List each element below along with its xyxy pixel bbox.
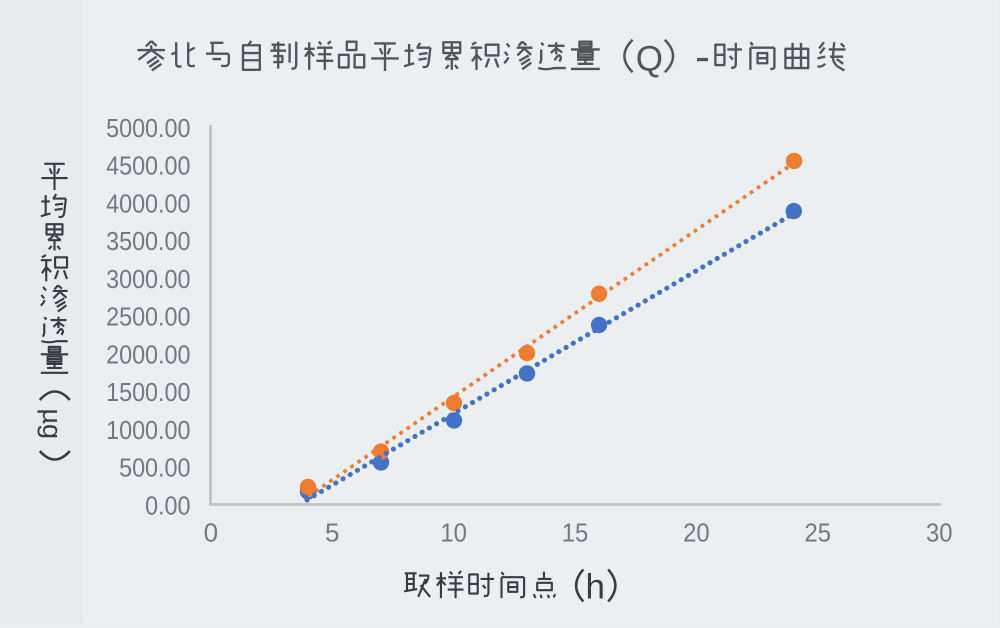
svg-text:Q: Q [636, 40, 663, 79]
svg-text:500.00: 500.00 [119, 453, 190, 483]
svg-text:3000.00: 3000.00 [106, 264, 190, 294]
svg-text:4000.00: 4000.00 [106, 188, 190, 218]
svg-text:0: 0 [204, 517, 218, 547]
svg-text:1000.00: 1000.00 [106, 415, 190, 445]
svg-text:15: 15 [562, 517, 589, 547]
svg-text:2000.00: 2000.00 [106, 339, 190, 369]
svg-text:2500.00: 2500.00 [106, 302, 190, 332]
svg-text:0.00: 0.00 [145, 490, 190, 520]
svg-text:3500.00: 3500.00 [106, 226, 190, 256]
svg-text:25: 25 [805, 517, 832, 547]
svg-text:10: 10 [440, 517, 467, 547]
svg-text:30: 30 [926, 517, 953, 547]
svg-text:h: h [586, 568, 605, 607]
svg-text:1500.00: 1500.00 [106, 377, 190, 407]
svg-text:µg: µg [37, 409, 67, 440]
svg-text:4500.00: 4500.00 [106, 151, 190, 181]
svg-text:5: 5 [325, 517, 339, 547]
svg-text:20: 20 [683, 517, 710, 547]
svg-text:5000.00: 5000.00 [106, 113, 190, 143]
